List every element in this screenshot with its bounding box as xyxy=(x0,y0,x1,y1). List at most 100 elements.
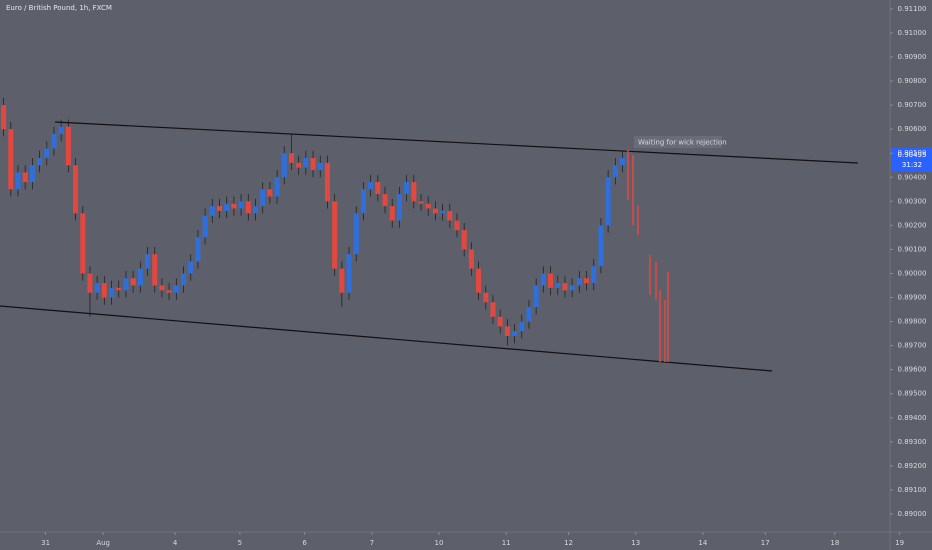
x-tick-label: 14 xyxy=(698,539,707,547)
y-tick-label: 0.90400 xyxy=(898,173,927,181)
candle-body xyxy=(130,278,136,286)
x-tick-label: 17 xyxy=(761,539,770,547)
candle-body xyxy=(296,162,302,168)
y-tick-label: 0.90500 xyxy=(898,149,927,157)
candle-body xyxy=(461,230,467,250)
candle-body xyxy=(425,203,431,209)
x-tick-label: 6 xyxy=(302,539,307,547)
candle-body xyxy=(260,189,266,207)
y-tick-label: 0.89000 xyxy=(898,510,927,518)
y-tick-label: 0.89400 xyxy=(898,414,927,422)
y-tick-label: 0.90700 xyxy=(898,101,927,109)
candle-body xyxy=(303,158,309,168)
candle-body xyxy=(598,225,604,267)
candle-body xyxy=(504,326,510,336)
candle-body xyxy=(252,206,259,214)
candle-body xyxy=(562,283,568,291)
trend-lines xyxy=(0,121,859,372)
candle-body xyxy=(245,201,251,214)
candle-body xyxy=(569,285,575,291)
candle-body xyxy=(80,213,86,274)
candle-body xyxy=(476,268,482,293)
candle-body xyxy=(620,158,626,166)
candle-body xyxy=(195,237,201,262)
candle-body xyxy=(145,254,151,269)
y-tick-label: 0.89300 xyxy=(898,438,927,446)
candle-body xyxy=(324,162,330,202)
candle-body xyxy=(202,215,208,238)
candle-body xyxy=(360,189,366,214)
y-tick-label: 0.89700 xyxy=(898,342,927,350)
candle-body xyxy=(375,182,381,195)
candle-body xyxy=(454,220,460,231)
candle-body xyxy=(339,268,345,293)
last-price-box xyxy=(891,148,932,172)
candle-body xyxy=(8,129,14,190)
candle-body xyxy=(612,165,618,178)
y-tick-label: 0.91100 xyxy=(898,5,927,13)
candle-body xyxy=(1,105,7,130)
y-tick-label: 0.90600 xyxy=(898,125,927,133)
candle-body xyxy=(483,292,489,303)
candle-body xyxy=(576,278,582,286)
x-tick-label: Aug xyxy=(96,539,110,547)
candle-body xyxy=(224,203,230,211)
y-tick-label: 0.90200 xyxy=(898,221,927,229)
candle-body xyxy=(382,194,388,207)
annotation: Waiting for wick rejection xyxy=(638,139,727,147)
y-tick-label: 0.91000 xyxy=(898,29,927,37)
candle-body xyxy=(440,210,446,214)
candle-body xyxy=(123,278,129,291)
candle-body xyxy=(396,194,402,221)
x-tick-label: 10 xyxy=(435,539,444,547)
candle-body xyxy=(44,148,50,159)
candle-body xyxy=(101,283,107,298)
x-tick-label: 18 xyxy=(830,539,839,547)
candle-body xyxy=(605,177,611,226)
candle-body xyxy=(166,290,172,293)
y-tick-label: 0.90000 xyxy=(898,269,927,277)
candle-body xyxy=(548,273,554,288)
candle-body xyxy=(519,321,525,332)
chart-title: Euro / British Pound, 1h, FXCM xyxy=(6,4,112,12)
candle-body xyxy=(512,331,518,336)
candle-body xyxy=(353,213,359,255)
x-tick-label: 12 xyxy=(564,539,573,547)
candle-body xyxy=(310,158,316,171)
candle-body xyxy=(152,254,158,286)
candle-body xyxy=(346,254,352,293)
y-tick-label: 0.89600 xyxy=(898,366,927,374)
candle-body xyxy=(468,249,474,269)
y-tick-label: 0.90800 xyxy=(898,77,927,85)
candle-body xyxy=(555,283,561,288)
candle-body xyxy=(404,182,410,195)
candle-body xyxy=(65,126,71,166)
candle-body xyxy=(173,285,179,293)
countdown: 31:32 xyxy=(902,161,922,169)
candle-body xyxy=(231,203,237,209)
candle-body xyxy=(209,206,215,216)
candle-body xyxy=(332,201,338,269)
x-tick-label: 7 xyxy=(370,539,374,547)
candle-body xyxy=(389,206,395,221)
y-tick-label: 0.90900 xyxy=(898,53,927,61)
candle-body xyxy=(116,287,122,291)
last-price: 0.90495 xyxy=(898,151,927,159)
candle-body xyxy=(526,307,532,322)
x-tick-label: 13 xyxy=(631,539,640,547)
candle-body xyxy=(87,273,93,293)
candle-body xyxy=(584,278,590,284)
candle-body xyxy=(188,261,194,274)
candle-body xyxy=(288,153,294,163)
y-tick-label: 0.90100 xyxy=(898,245,927,253)
candle-body xyxy=(73,165,79,214)
candle-body xyxy=(58,126,64,134)
candle-body xyxy=(137,268,143,286)
candle-body xyxy=(29,165,35,183)
candle-body xyxy=(274,177,280,197)
lower-trend-line xyxy=(0,305,773,372)
candle-body xyxy=(180,273,187,286)
candle-body xyxy=(411,182,417,202)
upper-trend-line xyxy=(54,121,859,164)
